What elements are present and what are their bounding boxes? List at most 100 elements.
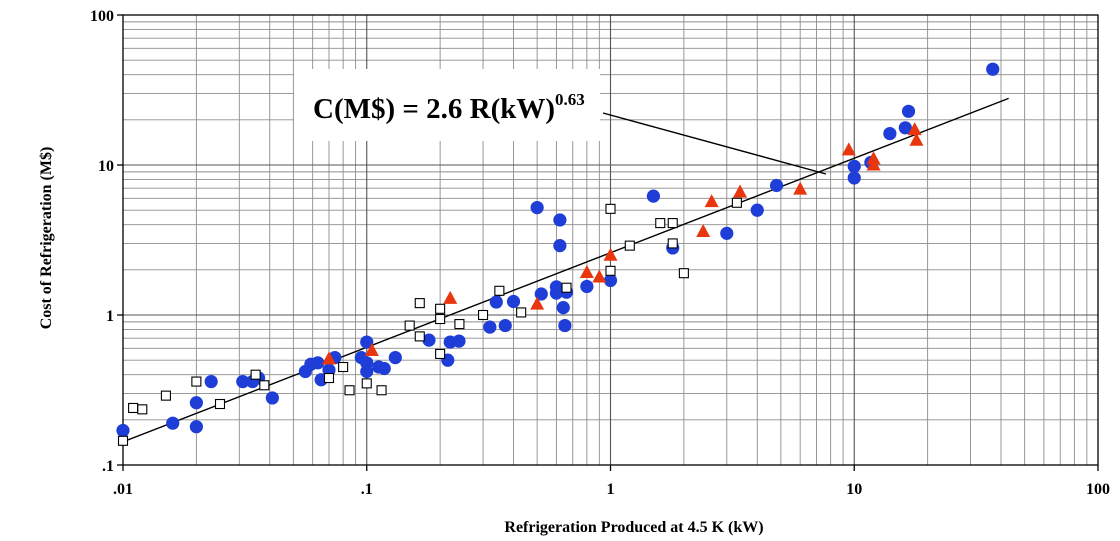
data-point-square <box>605 265 616 276</box>
data-points <box>116 62 1000 446</box>
equation-exponent: 0.63 <box>555 90 585 109</box>
data-point-triangle <box>321 351 336 365</box>
data-point-circle <box>553 213 567 227</box>
data-point-circle <box>534 287 548 301</box>
data-point-triangle <box>907 122 922 136</box>
data-point-circle <box>422 333 436 347</box>
data-point-circle <box>901 104 916 118</box>
data-point-circle <box>377 361 391 376</box>
data-point-square <box>160 390 171 401</box>
data-point-square <box>435 348 446 359</box>
data-point-square <box>454 319 465 330</box>
data-point-circle <box>506 294 521 309</box>
data-point-circle <box>530 200 544 215</box>
data-point-square <box>435 303 446 314</box>
equation-annotation: C(M$) = 2.6 R(kW)0.63 <box>294 69 827 175</box>
data-point-square <box>516 307 527 318</box>
data-point-circle <box>489 295 503 309</box>
data-point-square <box>361 378 372 389</box>
data-point-circle <box>549 286 564 300</box>
data-point-circle <box>580 279 594 294</box>
data-point-circle <box>750 203 764 217</box>
data-point-circle <box>553 239 567 253</box>
data-point-square <box>404 320 415 331</box>
data-point-square <box>678 268 689 279</box>
equation-main: C(M$) = 2.6 R(kW) <box>313 93 555 125</box>
data-point-circle <box>189 420 203 434</box>
data-point-square <box>344 385 355 396</box>
data-point-square <box>731 197 742 208</box>
data-point-square <box>477 309 489 321</box>
data-point-circle <box>556 301 570 315</box>
data-point-circle <box>189 396 203 410</box>
data-point-triangle <box>866 157 881 171</box>
data-point-circle <box>360 335 374 349</box>
data-point-circle <box>769 178 784 193</box>
data-point-circle <box>898 121 912 135</box>
data-point-circle <box>720 226 734 240</box>
data-point-circle <box>311 356 325 370</box>
data-point-square <box>667 238 678 249</box>
x-tick-label: .1 <box>361 481 373 498</box>
x-tick-label: 10 <box>846 481 862 498</box>
data-point-triangle <box>592 269 607 283</box>
data-point-square <box>137 404 148 415</box>
data-point-triangle <box>603 247 618 261</box>
data-point-circle <box>388 350 402 365</box>
data-point-square <box>323 372 335 384</box>
y-axis-title: Cost of Refrigeration (M$) <box>38 147 55 330</box>
data-point-circle <box>204 374 218 389</box>
data-point-circle <box>847 159 861 173</box>
data-point-triangle <box>364 342 379 356</box>
x-tick-label: .01 <box>113 481 133 498</box>
data-point-circle <box>986 62 1000 76</box>
data-point-circle <box>883 126 897 141</box>
data-point-square <box>605 203 616 214</box>
fit-line-group <box>122 97 1009 443</box>
y-tick-label: .1 <box>102 458 114 475</box>
x-tick-label: 1 <box>607 481 615 498</box>
data-point-circle <box>166 416 180 430</box>
equation-leader-line <box>602 112 827 175</box>
data-point-square <box>414 298 425 309</box>
data-point-triangle <box>909 132 924 146</box>
x-tick-label: 100 <box>1086 481 1110 498</box>
y-tick-label: 100 <box>90 8 114 25</box>
data-point-circle <box>116 423 130 438</box>
data-point-square <box>655 218 666 229</box>
y-tick-label: 1 <box>106 308 114 325</box>
data-point-circle <box>603 273 618 288</box>
data-point-circle <box>847 171 861 185</box>
data-point-circle <box>265 391 279 405</box>
data-point-square <box>128 402 139 414</box>
data-point-square <box>494 285 505 296</box>
data-point-circle <box>483 320 497 334</box>
data-point-triangle <box>443 290 458 304</box>
data-point-circle <box>360 364 374 379</box>
data-point-circle <box>452 334 466 348</box>
data-point-square <box>376 385 387 396</box>
axis-ticks: .01 .1 1 10 100 .1 1 10 100 <box>90 8 1110 498</box>
equation-text: C(M$) = 2.6 R(kW)0.63 <box>313 90 585 125</box>
data-point-square <box>259 380 270 391</box>
data-point-square <box>214 398 226 410</box>
y-tick-label: 10 <box>98 158 114 175</box>
data-point-triangle <box>733 184 748 198</box>
data-point-square <box>435 313 446 325</box>
data-point-triangle <box>696 224 711 238</box>
data-point-circle <box>498 318 512 333</box>
equation-box <box>294 69 600 141</box>
data-point-square <box>338 361 349 373</box>
data-point-square <box>117 435 129 446</box>
fit-line <box>122 97 1009 443</box>
data-point-square <box>667 218 678 229</box>
data-point-square <box>561 282 572 293</box>
data-point-triangle <box>793 181 808 195</box>
data-point-square <box>414 331 425 342</box>
data-point-square <box>250 369 261 380</box>
data-point-square <box>191 376 202 387</box>
data-point-triangle <box>579 264 594 278</box>
data-point-circle <box>236 374 250 389</box>
